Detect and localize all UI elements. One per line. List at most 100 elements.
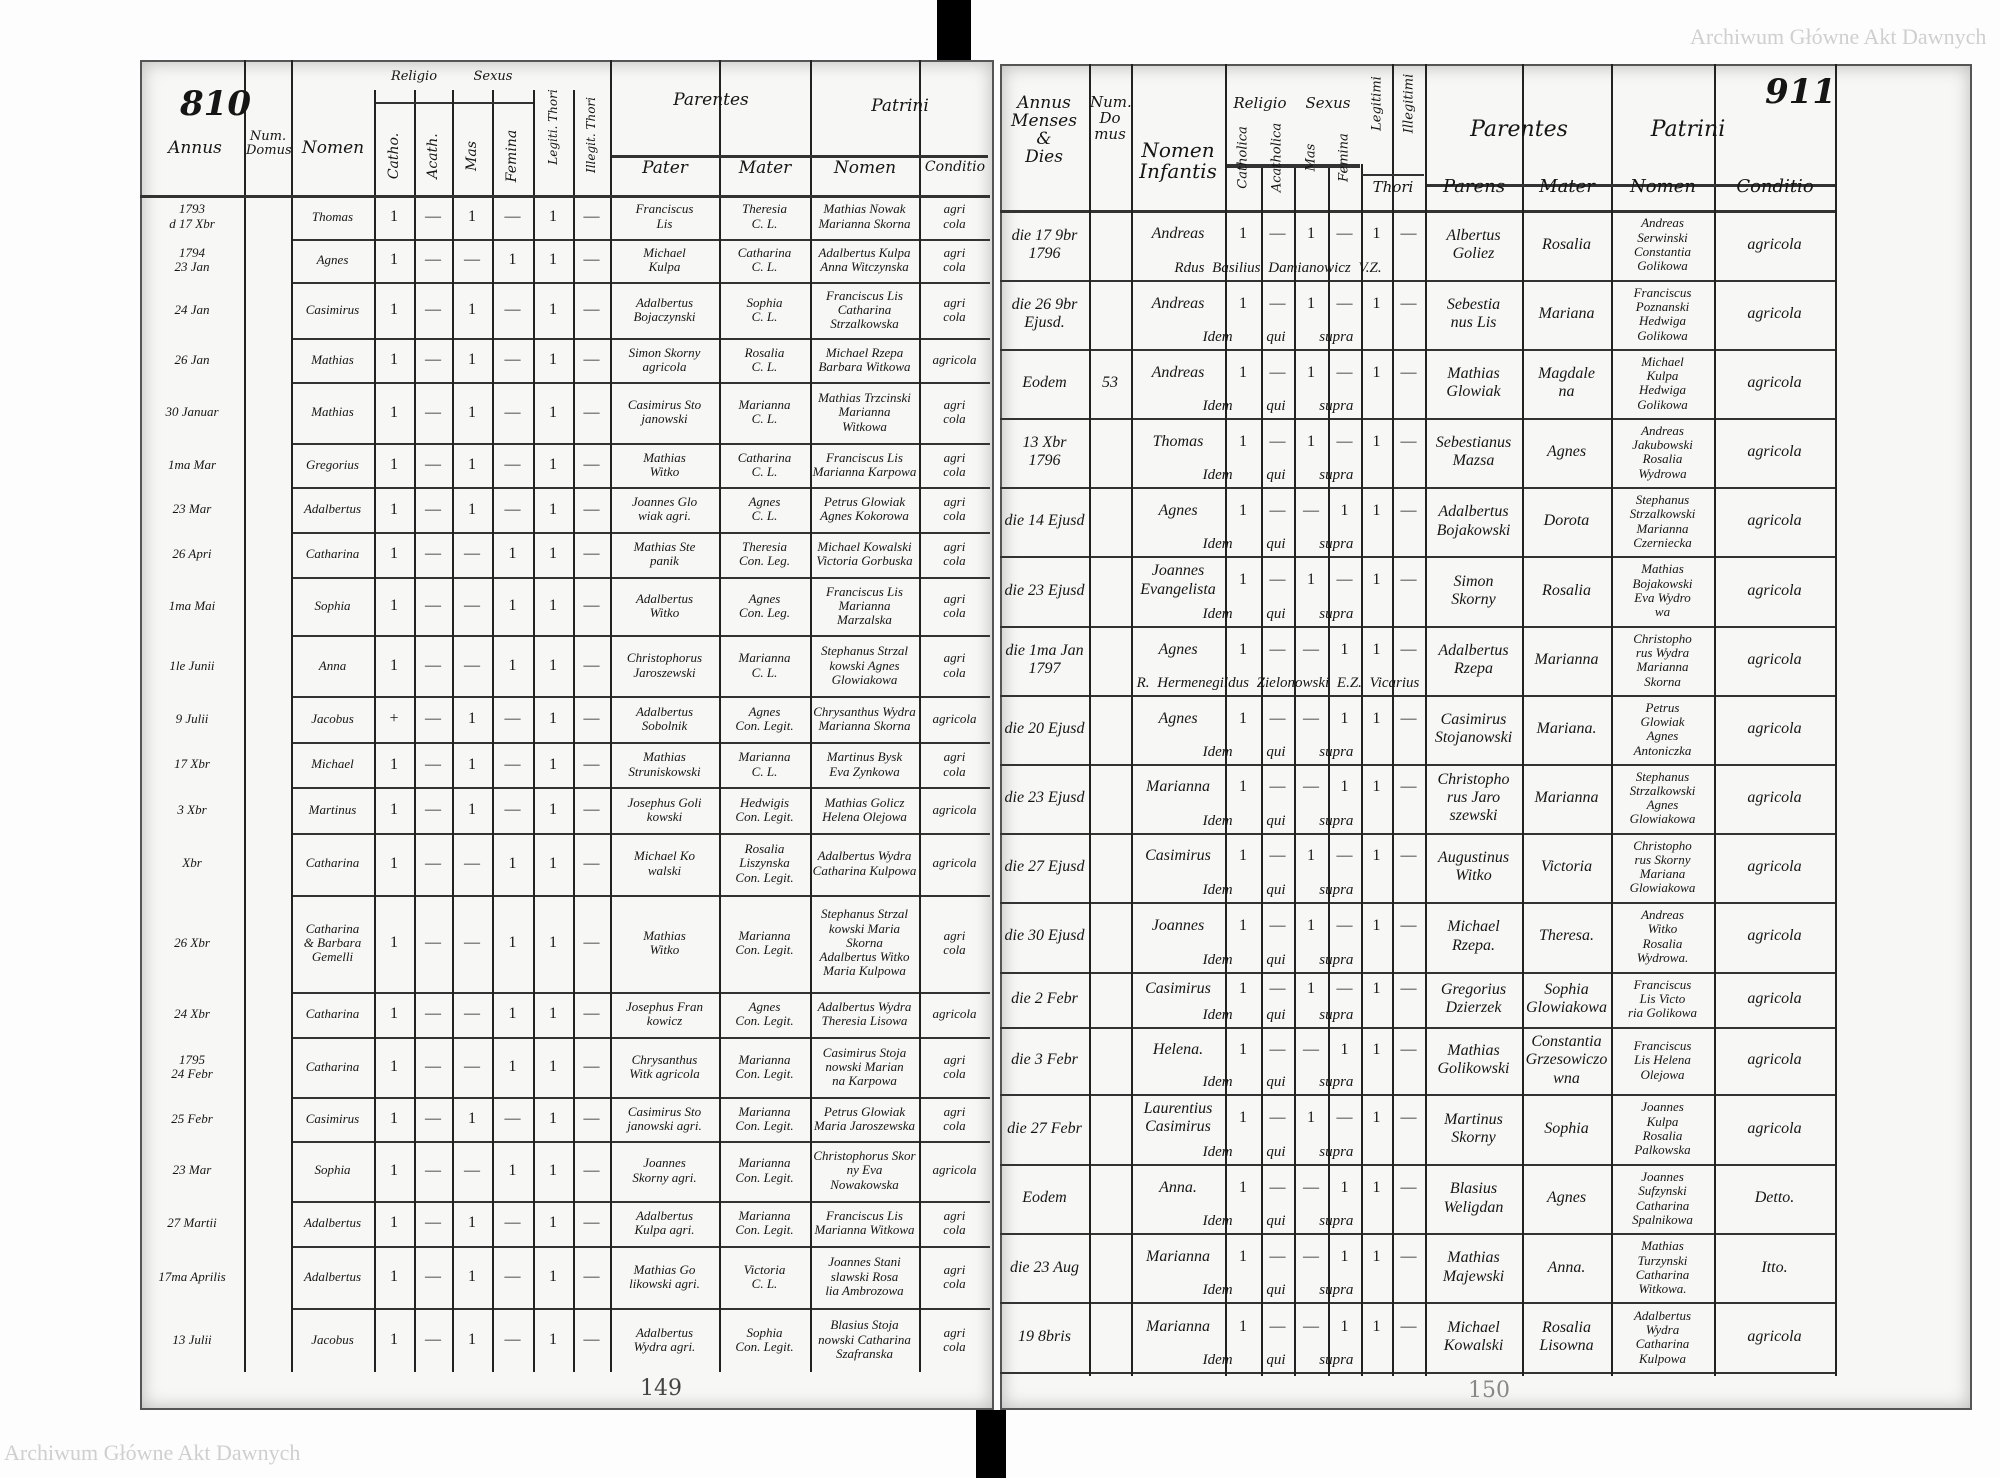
godparents-names: Casimirus Stoja nowski Marian na Karpowa [822, 1044, 907, 1089]
godparents-condition: agri cola [943, 1261, 966, 1291]
illegitimate-mark: — [583, 755, 600, 773]
row-rule [291, 1200, 990, 1203]
male-mark: 1 [468, 1331, 476, 1349]
mother-name: Theresia Con. Leg. [739, 538, 790, 569]
entry-date: die 3 Febr [1011, 1051, 1078, 1069]
row-rule [291, 531, 990, 534]
godparents-names: Adalbertus Kulpa Anna Witczynska [818, 244, 911, 275]
father-name: Chrysanthus Witk agricola [629, 1051, 700, 1081]
acatholic-mark: — [425, 251, 441, 269]
female-mark: 1 [508, 1005, 517, 1023]
catholic-mark: 1 [390, 597, 398, 615]
book-spine-bottom [976, 1410, 1006, 1478]
godparents-condition: agricola [1747, 651, 1802, 669]
catholic-mark: 1 [390, 545, 398, 563]
column-rule [919, 60, 921, 1372]
house-number: 53 [1102, 374, 1118, 392]
entry-date: 23 Mar [172, 501, 212, 517]
godparents-condition: agri cola [943, 244, 966, 275]
acatholic-mark: — [425, 500, 441, 518]
legitimate-mark: 1 [1372, 979, 1381, 997]
illegitimate-mark: — [1400, 501, 1417, 519]
father-name: Sebestia nus Lis [1446, 295, 1501, 332]
column-rule [1225, 64, 1227, 1376]
column-rule [1328, 164, 1330, 1376]
mother-name: Marianna C. L. [738, 397, 791, 427]
legitimate-mark: 1 [1372, 778, 1381, 796]
acatholic-mark: — [1269, 225, 1286, 243]
acatholic-mark: — [1269, 1248, 1286, 1266]
legitimate-mark: 1 [549, 656, 557, 674]
child-name: Jacobus [311, 710, 354, 726]
female-mark: — [504, 1331, 521, 1349]
catholic-mark: 1 [390, 1161, 398, 1179]
father-name: Adalbertus Bojaczynski [633, 294, 696, 325]
left-page [140, 60, 994, 1410]
child-name: Thomas [311, 208, 354, 224]
godparents-names: Petrus Glowiak Maria Jaroszewska [814, 1103, 915, 1133]
illegitimate-mark: — [583, 301, 600, 319]
acatholic-mark: — [1269, 847, 1286, 865]
female-mark: — [504, 500, 521, 518]
legitimate-mark: 1 [549, 351, 557, 369]
legitimate-mark: 1 [1372, 501, 1381, 519]
female-mark: 1 [508, 934, 517, 952]
godparents-names: Blasius Stoja nowski Catharina Szafransk… [818, 1317, 911, 1362]
header-illegit-thori: Illegit. Thori [584, 96, 598, 174]
entry-date: 1794 23 Jan [174, 244, 210, 275]
catholic-mark: 1 [390, 456, 398, 474]
godparents-condition: agricola [1747, 235, 1802, 253]
father-name: Christophorus Jaroszewski [626, 650, 703, 680]
father-name: Josephus Fran kowicz [626, 998, 703, 1029]
acatholic-mark: — [1269, 363, 1286, 381]
column-rule [1714, 64, 1716, 1376]
catholic-mark: 1 [1239, 571, 1247, 589]
child-name: Mathias [311, 404, 354, 420]
godparents-condition: agricola [1747, 1051, 1802, 1069]
row-rule [1000, 1372, 1835, 1374]
acatholic-mark: — [1269, 1317, 1286, 1335]
catholic-mark: 1 [390, 1268, 398, 1286]
house-number [1091, 1096, 1129, 1162]
godparents-names: Joannes Sufzynski Catharina Spalnikowa [1632, 1168, 1693, 1227]
house-number [1091, 697, 1129, 762]
row-rule [1000, 694, 1835, 697]
godparents-names: Franciscus Lis Marianna Marzalska [826, 583, 903, 628]
father-name: Mathias Majewski [1442, 1249, 1505, 1285]
female-mark: — [504, 1214, 521, 1232]
legitimate-mark: 1 [549, 500, 557, 518]
header-nomen: Nomen [301, 138, 365, 158]
baptizer-note: Idem qui supra [1202, 466, 1354, 483]
mother-name: Anna. [1547, 1258, 1586, 1276]
acatholic-mark: — [1269, 1040, 1286, 1058]
house-number [1091, 282, 1129, 347]
male-mark: — [1303, 640, 1319, 658]
baptizer-note: Idem qui supra [1202, 605, 1354, 622]
child-name: Mathias [311, 352, 354, 368]
mother-name: Agnes C. L. [748, 494, 781, 524]
entry-date: 3 Xbr [177, 801, 207, 817]
entry-date: 27 Martii [167, 1215, 217, 1231]
godparents-names: Andreas Jakubowski Rosalia Wydrowa [1632, 422, 1693, 481]
legitimate-mark: 1 [1372, 1178, 1381, 1196]
catholic-mark: 1 [1239, 1109, 1247, 1127]
legitimate-mark: 1 [549, 1110, 557, 1128]
child-name: Agnes [316, 252, 349, 267]
page-number-left: 810 [180, 84, 251, 124]
male-mark: 1 [468, 207, 476, 225]
catholic-mark: 1 [1239, 1248, 1247, 1266]
acatholic-mark: — [425, 1161, 441, 1179]
godparents-names: Stephanus Strzal kowski Agnes Glowiakowa [820, 643, 909, 687]
legitimate-mark: 1 [1372, 640, 1381, 658]
legitimate-mark: 1 [549, 1331, 557, 1349]
female-mark: 1 [508, 545, 517, 563]
entry-date: die 27 Ejusd [1004, 857, 1085, 875]
male-mark: — [1303, 778, 1319, 796]
godparents-condition: agri cola [943, 749, 966, 779]
mother-name: Mariana. [1536, 720, 1597, 738]
entry-date: 9 Julii [175, 710, 209, 726]
godparents-names: Petrus Glowiak Agnes Antoniczka [1633, 699, 1692, 758]
acatholic-mark: — [425, 1005, 441, 1023]
entry-date: Eodem [1022, 1189, 1067, 1207]
illegitimate-mark: — [1400, 294, 1417, 312]
